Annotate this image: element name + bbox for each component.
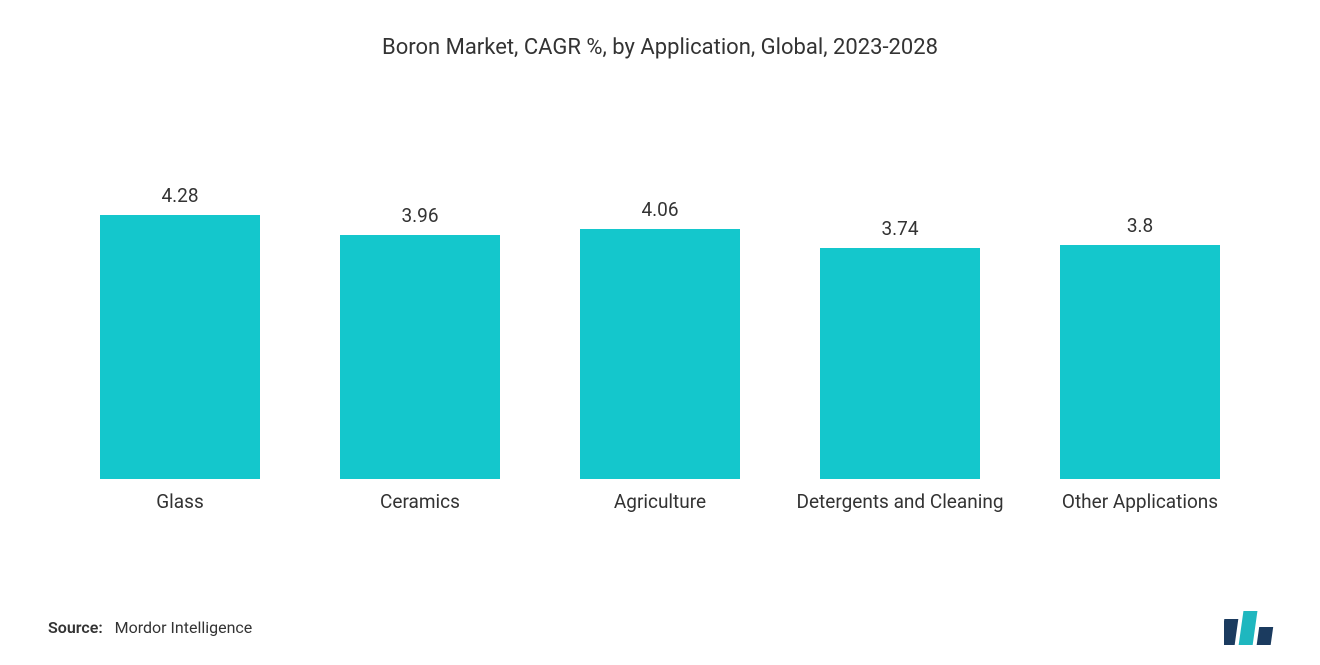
source-value: Mordor Intelligence [115,618,253,637]
bar-value-label: 4.28 [161,184,198,207]
bar-value-label: 3.8 [1127,214,1153,237]
x-axis-label: Glass [60,490,300,515]
bar-group: 3.8 [1020,110,1260,479]
bar-group: 3.74 [780,110,1020,479]
bar-value-label: 3.74 [881,217,918,240]
brand-logo-icon [1224,607,1280,645]
bar-group: 3.96 [300,110,540,479]
bar [580,229,740,479]
plot-area: 4.28 3.96 4.06 3.74 3.8 [40,110,1280,480]
source-key: Source: [48,618,103,637]
chart-title: Boron Market, CAGR %, by Application, Gl… [40,35,1280,60]
bar [340,235,500,479]
x-axis-labels: GlassCeramicsAgricultureDetergents and C… [40,480,1280,515]
bar [1060,245,1220,479]
chart-container: Boron Market, CAGR %, by Application, Gl… [0,0,1320,665]
bar-value-label: 4.06 [641,198,678,221]
bar [100,215,260,479]
bar [820,248,980,479]
x-axis-label: Ceramics [300,490,540,515]
bar-value-label: 3.96 [401,204,438,227]
source-footer: Source: Mordor Intelligence [48,618,252,637]
bar-group: 4.28 [60,110,300,479]
x-axis-label: Other Applications [1020,490,1260,515]
bar-group: 4.06 [540,110,780,479]
x-axis-label: Detergents and Cleaning [780,490,1020,515]
x-axis-label: Agriculture [540,490,780,515]
